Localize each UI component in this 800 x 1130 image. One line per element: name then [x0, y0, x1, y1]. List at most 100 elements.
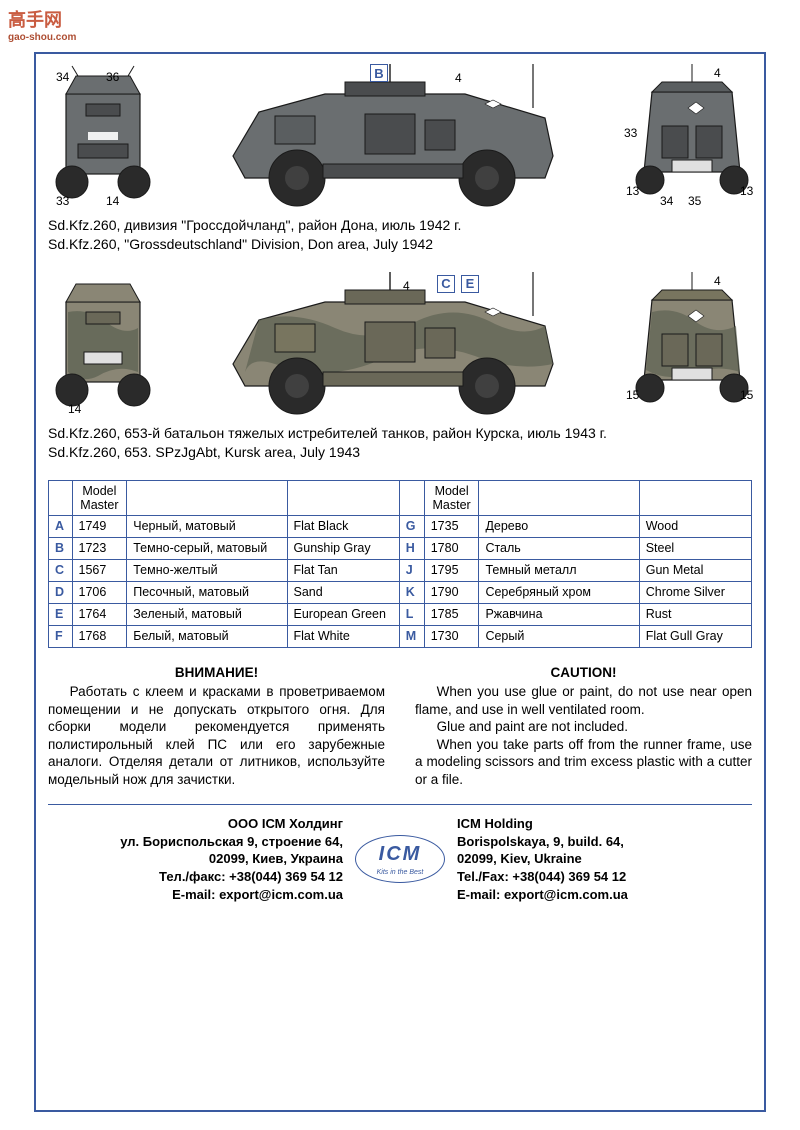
- callout-num: 35: [688, 194, 701, 208]
- paint-reference-table: Model Master Model Master A1749Черный, м…: [48, 480, 752, 648]
- logo-text: ICM: [379, 841, 422, 868]
- paint-code: K: [399, 581, 424, 603]
- warning-ru-text: Работать с клеем и красками в проветрива…: [48, 683, 385, 788]
- scheme1-rear-view: 4 33 13 34 35 13: [632, 64, 752, 212]
- paint-name-ru: Дерево: [479, 515, 639, 537]
- footer-en-line: Tel./Fax: +38(044) 369 54 12: [457, 869, 626, 884]
- manufacturer-footer: ООО ІСМ Холдинг ул. Бориспольская 9, стр…: [48, 815, 752, 903]
- vehicle-side-icon: [215, 64, 575, 212]
- paint-name-en: European Green: [287, 603, 399, 625]
- footer-en-line: Borispolskaya, 9, build. 64,: [457, 834, 624, 849]
- warning-ru-heading: ВНИМАНИЕ!: [48, 664, 385, 682]
- paint-code: L: [399, 603, 424, 625]
- caption-en: Sd.Kfz.260, "Grossdeutschland" Division,…: [48, 235, 752, 254]
- paint-name-en: Rust: [639, 603, 751, 625]
- logo-slogan: Kits in the Best: [377, 868, 424, 877]
- footer-divider: [48, 804, 752, 805]
- paint-badge: E: [461, 275, 479, 293]
- vehicle-front-icon: [48, 64, 158, 212]
- paint-badge: C: [437, 275, 455, 293]
- footer-ru-line: ул. Бориспольская 9, строение 64,: [120, 834, 343, 849]
- paint-code: G: [399, 515, 424, 537]
- paint-name-en: Wood: [639, 515, 751, 537]
- paint-code: M: [399, 625, 424, 647]
- paint-code: H: [399, 537, 424, 559]
- scheme1-caption: Sd.Kfz.260, дивизия "Гроссдойчланд", рай…: [48, 216, 752, 254]
- footer-ru-line: Тел./факс: +38(044) 369 54 12: [159, 869, 343, 884]
- callout-num: 36: [106, 70, 119, 84]
- paint-name-ru: Серебряный хром: [479, 581, 639, 603]
- paint-code: F: [49, 625, 73, 647]
- callout-num: 33: [624, 126, 637, 140]
- scheme1-side-view: B 4: [215, 64, 575, 212]
- callout-num: 4: [714, 66, 721, 80]
- callout-num: 13: [626, 184, 639, 198]
- painting-scheme-2: 14: [48, 272, 752, 462]
- paint-name-en: Gun Metal: [639, 559, 751, 581]
- footer-address-en: ICM Holding Borispolskaya, 9, build. 64,…: [457, 815, 752, 903]
- caption-ru: Sd.Kfz.260, дивизия "Гроссдойчланд", рай…: [48, 216, 752, 235]
- table-row: E1764Зеленый, матовыйEuropean GreenL1785…: [49, 603, 752, 625]
- paint-mm: 1785: [424, 603, 479, 625]
- callout-num: 4: [455, 71, 462, 85]
- header-model-master: Model Master: [72, 480, 127, 515]
- paint-mm: 1749: [72, 515, 127, 537]
- vehicle-rear-icon: [632, 272, 752, 420]
- paint-mm: 1730: [424, 625, 479, 647]
- scheme2-rear-view: 4 15 15: [632, 272, 752, 420]
- callout-num: 4: [714, 274, 721, 288]
- paint-name-en: Flat Tan: [287, 559, 399, 581]
- footer-en-line: E-mail: export@icm.com.ua: [457, 887, 628, 902]
- watermark-main: 高手网: [8, 10, 62, 30]
- footer-ru-line: E-mail: export@icm.com.ua: [172, 887, 343, 902]
- callout-num: 13: [740, 184, 753, 198]
- paint-mm: 1768: [72, 625, 127, 647]
- paint-code: B: [49, 537, 73, 559]
- callout-num: 14: [106, 194, 119, 208]
- warning-en-text1: When you use glue or paint, do not use n…: [415, 683, 752, 718]
- painting-scheme-1: 34 36 33 14: [48, 64, 752, 254]
- table-row: C1567Темно-желтыйFlat TanJ1795Темный мет…: [49, 559, 752, 581]
- paint-mm: 1795: [424, 559, 479, 581]
- paint-code: D: [49, 581, 73, 603]
- paint-code: C: [49, 559, 73, 581]
- paint-name-ru: Темный металл: [479, 559, 639, 581]
- paint-mm: 1723: [72, 537, 127, 559]
- paint-name-en: Chrome Silver: [639, 581, 751, 603]
- paint-name-ru: Ржавчина: [479, 603, 639, 625]
- paint-name-en: Flat Gull Gray: [639, 625, 751, 647]
- paint-code: E: [49, 603, 73, 625]
- warning-ru: ВНИМАНИЕ! Работать с клеем и красками в …: [48, 664, 385, 789]
- table-row: A1749Черный, матовыйFlat BlackG1735Дерев…: [49, 515, 752, 537]
- paint-name-en: Gunship Gray: [287, 537, 399, 559]
- paint-name-ru: Темно-серый, матовый: [127, 537, 287, 559]
- paint-name-ru: Песочный, матовый: [127, 581, 287, 603]
- paint-mm: 1790: [424, 581, 479, 603]
- vehicle-side-icon: [215, 272, 575, 420]
- paint-name-ru: Серый: [479, 625, 639, 647]
- scheme2-front-view: 14: [48, 272, 158, 420]
- paint-name-en: Steel: [639, 537, 751, 559]
- paint-name-en: Flat White: [287, 625, 399, 647]
- footer-ru-line: ООО ІСМ Холдинг: [228, 816, 343, 831]
- paint-code: J: [399, 559, 424, 581]
- table-row: F1768Белый, матовыйFlat WhiteM1730СерыйF…: [49, 625, 752, 647]
- footer-en-line: 02099, Kiev, Ukraine: [457, 851, 582, 866]
- callout-num: 15: [626, 388, 639, 402]
- warning-en-text3: When you take parts off from the runner …: [415, 736, 752, 789]
- paint-code: A: [49, 515, 73, 537]
- callout-num: 15: [740, 388, 753, 402]
- caption-en: Sd.Kfz.260, 653. SPzJgAbt, Kursk area, J…: [48, 443, 752, 462]
- vehicle-front-icon: [48, 272, 158, 420]
- paint-name-ru: Черный, матовый: [127, 515, 287, 537]
- paint-name-ru: Сталь: [479, 537, 639, 559]
- callout-num: 14: [68, 402, 81, 416]
- paint-mm: 1567: [72, 559, 127, 581]
- warning-en: CAUTION! When you use glue or paint, do …: [415, 664, 752, 789]
- paint-mm: 1780: [424, 537, 479, 559]
- footer-ru-line: 02099, Киев, Украина: [209, 851, 343, 866]
- footer-en-line: ICM Holding: [457, 816, 533, 831]
- vehicle-rear-icon: [632, 64, 752, 212]
- page-frame: 34 36 33 14: [34, 52, 766, 1112]
- table-row: B1723Темно-серый, матовыйGunship GrayH17…: [49, 537, 752, 559]
